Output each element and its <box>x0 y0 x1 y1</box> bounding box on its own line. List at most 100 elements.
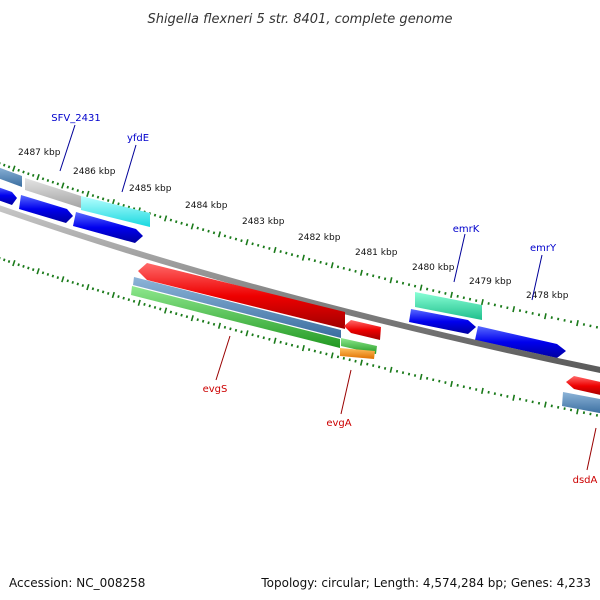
major-tick <box>190 315 194 322</box>
leader-line <box>531 254 543 301</box>
minor-tick <box>401 371 405 375</box>
minor-tick <box>279 250 282 253</box>
cds-reverse-dsda[interactable] <box>566 376 600 396</box>
cds-forward-sfv2431[interactable] <box>19 195 73 223</box>
cds-forward-emrk[interactable] <box>409 309 476 334</box>
gene-label-emry[interactable]: emrY <box>530 243 557 254</box>
feature-cyan-yfde[interactable] <box>81 196 150 227</box>
cds-forward-left[interactable] <box>0 186 17 205</box>
minor-tick <box>342 356 346 360</box>
gene-label-sfv2431[interactable]: SFV_2431 <box>51 113 100 124</box>
gene-label-evga[interactable]: evgA <box>326 418 351 429</box>
gene-label-emrk[interactable]: emrK <box>453 224 480 235</box>
minor-tick <box>377 365 381 369</box>
minor-tick <box>256 334 260 338</box>
minor-tick <box>46 179 50 182</box>
minor-tick <box>595 325 599 329</box>
feature-gray-sfv2431[interactable] <box>25 178 81 208</box>
minor-tick <box>91 194 95 198</box>
minor-tick <box>2 258 6 262</box>
cds-forward-emry[interactable] <box>475 326 566 358</box>
major-tick <box>61 276 65 283</box>
minor-tick <box>313 259 317 263</box>
kbp-label: 2484 kbp <box>185 201 228 211</box>
minor-tick <box>2 163 6 167</box>
kbp-label: 2483 kbp <box>242 217 285 227</box>
minor-tick <box>468 386 472 390</box>
minor-tick <box>240 330 243 334</box>
minor-tick <box>518 397 522 401</box>
minor-tick <box>201 228 205 232</box>
gene-label-yfde[interactable]: yfdE <box>127 133 149 144</box>
feature-steel-dsda[interactable] <box>562 392 600 414</box>
minor-tick <box>81 284 85 288</box>
minor-tick <box>201 319 205 323</box>
minor-tick <box>234 328 238 332</box>
minor-tick <box>525 399 528 402</box>
minor-tick <box>582 323 586 326</box>
minor-tick <box>563 407 566 411</box>
minor-tick <box>499 393 503 397</box>
feature-steel-left[interactable] <box>0 166 22 187</box>
minor-tick <box>106 199 110 202</box>
feature-steel-evgs[interactable] <box>133 277 341 338</box>
cds-forward-yfde[interactable] <box>73 212 143 243</box>
minor-tick <box>251 242 254 246</box>
minor-tick <box>444 381 447 384</box>
map-title: Shigella flexneri 5 str. 8401, complete … <box>147 12 452 27</box>
cds-reverse-evga[interactable] <box>344 320 381 340</box>
minor-tick <box>354 359 357 363</box>
leader-line <box>121 144 137 193</box>
minor-tick <box>438 379 441 383</box>
minor-tick <box>487 390 490 394</box>
minor-tick <box>56 276 60 280</box>
minor-tick <box>51 274 55 278</box>
minor-tick <box>383 277 387 281</box>
minor-tick <box>122 203 125 207</box>
minor-tick <box>81 190 85 194</box>
minor-tick <box>148 304 151 308</box>
minor-tick <box>348 358 351 362</box>
minor-tick <box>550 316 553 320</box>
minor-tick <box>122 296 125 300</box>
minor-tick <box>550 404 553 408</box>
major-tick <box>163 307 168 314</box>
minor-tick <box>518 309 522 313</box>
minor-tick <box>268 247 271 250</box>
reverse-features <box>131 263 600 414</box>
leader-line <box>453 233 466 283</box>
inner-tick-ring <box>0 257 599 417</box>
minor-tick <box>207 229 210 233</box>
minor-tick <box>468 297 472 301</box>
cds-reverse-evgs[interactable] <box>138 263 345 329</box>
kbp-label: 2481 kbp <box>355 248 398 258</box>
minor-tick <box>342 266 346 270</box>
leader-line <box>59 124 76 172</box>
minor-tick <box>475 299 478 303</box>
gene-label-dsda[interactable]: dsdA <box>573 475 598 486</box>
minor-tick <box>296 345 299 349</box>
minor-tick <box>196 318 199 322</box>
feature-orange-evga[interactable] <box>340 348 375 359</box>
major-tick <box>576 408 579 415</box>
minor-tick <box>27 266 30 270</box>
minor-tick <box>432 289 435 292</box>
gene-label-evgs[interactable]: evgS <box>203 384 228 395</box>
minor-tick <box>425 287 429 291</box>
minor-tick <box>223 325 227 329</box>
minor-tick <box>438 290 441 294</box>
feature-green-evgs[interactable] <box>131 286 340 348</box>
major-tick <box>111 291 115 299</box>
major-tick <box>273 246 277 254</box>
minor-tick <box>207 321 210 325</box>
minor-tick <box>582 411 586 415</box>
minor-tick <box>143 302 146 306</box>
minor-tick <box>336 355 340 359</box>
feature-teal-emrk[interactable] <box>415 292 482 320</box>
major-tick <box>543 313 547 320</box>
major-tick <box>543 401 547 408</box>
major-tick <box>61 182 65 189</box>
minor-tick <box>27 172 30 176</box>
feature-green-evga[interactable] <box>341 338 377 354</box>
kbp-label: 2486 kbp <box>73 167 116 177</box>
